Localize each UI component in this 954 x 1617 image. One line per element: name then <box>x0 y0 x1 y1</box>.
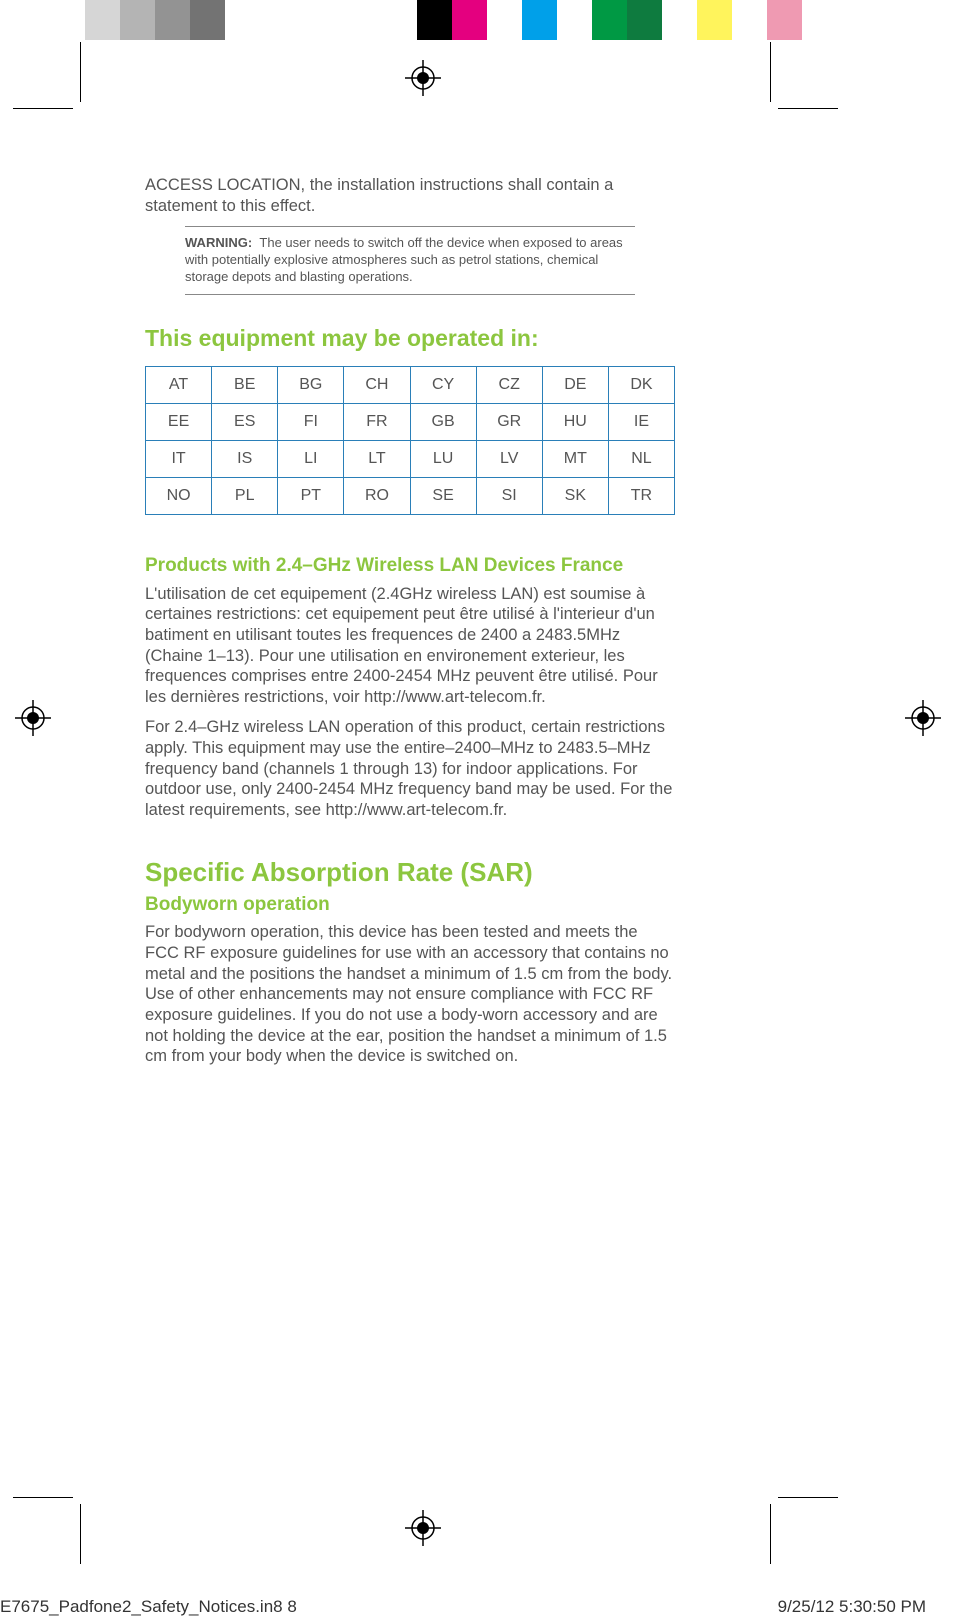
color-swatch <box>522 0 557 40</box>
country-cell: FR <box>344 403 410 440</box>
registration-mark-icon <box>405 1510 441 1546</box>
bodyworn-heading: Bodyworn operation <box>145 894 675 917</box>
country-cell: TR <box>608 477 674 514</box>
color-swatch <box>487 0 522 40</box>
warning-label: WARNING: <box>185 235 252 250</box>
crop-mark <box>770 42 771 102</box>
color-swatch <box>225 0 417 40</box>
crop-mark <box>13 1497 73 1498</box>
country-cell: BG <box>278 366 344 403</box>
france-paragraph-1: L'utilisation de cet equipement (2.4GHz … <box>145 584 675 708</box>
country-cell: EE <box>146 403 212 440</box>
color-swatch <box>85 0 120 40</box>
color-swatch <box>452 0 487 40</box>
registration-mark-icon <box>905 700 941 736</box>
crop-mark <box>80 1504 81 1564</box>
country-cell: LT <box>344 440 410 477</box>
footer-filename: E7675_Padfone2_Safety_Notices.in8 8 <box>0 1597 297 1617</box>
warning-box: WARNING: The user needs to switch off th… <box>185 226 635 295</box>
france-heading: Products with 2.4–GHz Wireless LAN Devic… <box>145 555 675 578</box>
country-cell: BE <box>212 366 278 403</box>
color-swatch <box>697 0 732 40</box>
country-cell: CY <box>410 366 476 403</box>
country-cell: LI <box>278 440 344 477</box>
country-cell: IT <box>146 440 212 477</box>
country-cell: MT <box>542 440 608 477</box>
country-table: ATBEBGCHCYCZDEDKEEESFIFRGBGRHUIEITISLILT… <box>145 366 675 515</box>
country-cell: DK <box>608 366 674 403</box>
color-swatch <box>0 0 85 40</box>
table-row: ATBEBGCHCYCZDEDK <box>146 366 675 403</box>
table-row: EEESFIFRGBGRHUIE <box>146 403 675 440</box>
country-cell: HU <box>542 403 608 440</box>
page-content: ACCESS LOCATION, the installation instru… <box>145 175 675 1073</box>
country-cell: NO <box>146 477 212 514</box>
color-swatch <box>802 0 900 40</box>
color-swatch <box>732 0 767 40</box>
country-cell: LU <box>410 440 476 477</box>
crop-mark <box>80 42 81 102</box>
country-cell: GR <box>476 403 542 440</box>
country-cell: CH <box>344 366 410 403</box>
country-cell: DE <box>542 366 608 403</box>
country-cell: LV <box>476 440 542 477</box>
country-cell: RO <box>344 477 410 514</box>
crop-mark <box>778 1497 838 1498</box>
country-cell: IS <box>212 440 278 477</box>
country-cell: IE <box>608 403 674 440</box>
crop-mark <box>770 1504 771 1564</box>
table-row: ITISLILTLULVMTNL <box>146 440 675 477</box>
color-swatch <box>627 0 662 40</box>
country-cell: FI <box>278 403 344 440</box>
country-cell: ES <box>212 403 278 440</box>
crop-mark <box>13 108 73 109</box>
country-cell: SE <box>410 477 476 514</box>
color-swatch <box>155 0 190 40</box>
color-swatch <box>592 0 627 40</box>
country-cell: CZ <box>476 366 542 403</box>
operated-in-heading: This equipment may be operated in: <box>145 325 675 352</box>
color-swatch <box>417 0 452 40</box>
footer-timestamp: 9/25/12 5:30:50 PM <box>778 1597 926 1617</box>
table-row: NOPLPTROSESISKTR <box>146 477 675 514</box>
france-paragraph-2: For 2.4–GHz wireless LAN operation of th… <box>145 717 675 820</box>
intro-paragraph: ACCESS LOCATION, the installation instru… <box>145 175 675 216</box>
country-cell: PT <box>278 477 344 514</box>
color-swatch <box>557 0 592 40</box>
country-cell: SK <box>542 477 608 514</box>
country-cell: PL <box>212 477 278 514</box>
color-swatch <box>662 0 697 40</box>
color-calibration-bar <box>0 0 954 40</box>
country-cell: GB <box>410 403 476 440</box>
sar-heading: Specific Absorption Rate (SAR) <box>145 857 675 888</box>
color-swatch <box>120 0 155 40</box>
country-cell: AT <box>146 366 212 403</box>
color-swatch <box>767 0 802 40</box>
country-cell: NL <box>608 440 674 477</box>
registration-mark-icon <box>15 700 51 736</box>
bodyworn-paragraph: For bodyworn operation, this device has … <box>145 922 675 1066</box>
country-cell: SI <box>476 477 542 514</box>
crop-mark <box>778 108 838 109</box>
registration-mark-icon <box>405 60 441 96</box>
color-swatch <box>190 0 225 40</box>
